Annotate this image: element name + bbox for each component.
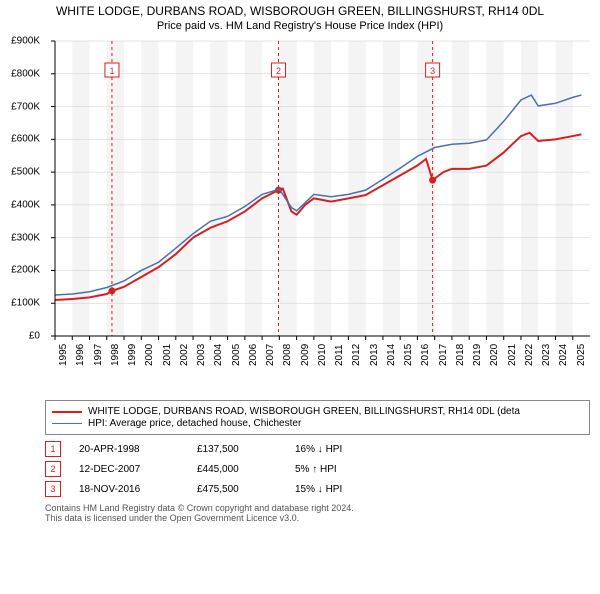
y-tick-label: £900K: [11, 36, 40, 47]
footer: Contains HM Land Registry data © Crown c…: [45, 503, 590, 523]
x-tick-label: 2025: [576, 344, 587, 366]
chart-subtitle: Price paid vs. HM Land Registry's House …: [0, 20, 600, 32]
x-tick-label: 2020: [489, 344, 500, 366]
legend-label-price-paid: WHITE LODGE, DURBANS ROAD, WISBOROUGH GR…: [88, 406, 520, 417]
event-price: £475,500: [197, 484, 277, 495]
event-marker: 2: [45, 461, 61, 477]
x-tick-label: 2003: [196, 344, 207, 366]
x-tick-label: 2018: [455, 344, 466, 366]
event-row: 3 18-NOV-2016 £475,500 15% ↓ HPI: [45, 481, 590, 497]
x-tick-label: 2022: [524, 344, 535, 366]
price-chart: 1 2 3 £0 £100K £200K £300K £400K £500K £600K £700…: [5, 36, 595, 396]
event-delta: 15% ↓ HPI: [295, 484, 395, 495]
chart-svg: 1 2 3: [5, 36, 595, 396]
x-tick-label: 2006: [248, 344, 259, 366]
footer-line-1: Contains HM Land Registry data © Crown c…: [45, 503, 590, 513]
legend-swatch-hpi: [52, 423, 82, 424]
svg-text:2: 2: [276, 66, 281, 76]
y-tick-label: £800K: [11, 68, 40, 79]
chart-title: WHITE LODGE, DURBANS ROAD, WISBOROUGH GR…: [0, 4, 600, 18]
legend-label-hpi: HPI: Average price, detached house, Chic…: [88, 418, 301, 429]
event-price: £445,000: [197, 464, 277, 475]
x-tick-label: 1996: [75, 344, 86, 366]
x-tick-label: 2014: [386, 344, 397, 366]
x-tick-label: 2019: [472, 344, 483, 366]
y-tick-label: £0: [29, 331, 40, 342]
x-tick-label: 2023: [541, 344, 552, 366]
x-tick-label: 2001: [162, 344, 173, 366]
event-list: 1 20-APR-1998 £137,500 16% ↓ HPI 2 12-DEC-200…: [45, 441, 590, 497]
x-tick-label: 2021: [507, 344, 518, 366]
footer-line-2: This data is licensed under the Open Gov…: [45, 513, 590, 523]
y-tick-label: £600K: [11, 134, 40, 145]
event-row: 2 12-DEC-2007 £445,000 5% ↑ HPI: [45, 461, 590, 477]
svg-text:3: 3: [430, 66, 435, 76]
event-date: 20-APR-1998: [79, 444, 179, 455]
legend-item-price-paid: WHITE LODGE, DURBANS ROAD, WISBOROUGH GR…: [52, 406, 583, 417]
event-date: 18-NOV-2016: [79, 484, 179, 495]
x-tick-label: 2015: [403, 344, 414, 366]
x-tick-label: 2013: [369, 344, 380, 366]
y-tick-label: £700K: [11, 101, 40, 112]
x-tick-label: 2009: [300, 344, 311, 366]
x-tick-label: 2005: [231, 344, 242, 366]
x-tick-label: 2004: [213, 344, 224, 366]
event-marker: 1: [45, 441, 61, 457]
y-tick-label: £300K: [11, 232, 40, 243]
x-tick-label: 2000: [144, 344, 155, 366]
event-delta: 5% ↑ HPI: [295, 464, 395, 475]
x-tick-label: 2016: [420, 344, 431, 366]
event-marker: 3: [45, 481, 61, 497]
event-row: 1 20-APR-1998 £137,500 16% ↓ HPI: [45, 441, 590, 457]
y-tick-label: £500K: [11, 167, 40, 178]
x-tick-label: 2024: [558, 344, 569, 366]
x-tick-label: 2017: [438, 344, 449, 366]
x-tick-label: 1998: [110, 344, 121, 366]
x-tick-label: 2008: [282, 344, 293, 366]
event-date: 12-DEC-2007: [79, 464, 179, 475]
legend: WHITE LODGE, DURBANS ROAD, WISBOROUGH GR…: [45, 400, 590, 435]
x-tick-label: 2007: [265, 344, 276, 366]
x-tick-label: 2012: [351, 344, 362, 366]
x-tick-label: 2010: [317, 344, 328, 366]
x-tick-label: 1995: [58, 344, 69, 366]
y-tick-label: £100K: [11, 298, 40, 309]
x-tick-label: 1999: [127, 344, 138, 366]
svg-text:1: 1: [109, 66, 114, 76]
x-tick-label: 2002: [179, 344, 190, 366]
legend-item-hpi: HPI: Average price, detached house, Chic…: [52, 418, 583, 429]
x-tick-label: 1997: [93, 344, 104, 366]
y-tick-label: £200K: [11, 265, 40, 276]
y-tick-label: £400K: [11, 199, 40, 210]
x-tick-label: 2011: [334, 344, 345, 366]
event-delta: 16% ↓ HPI: [295, 444, 395, 455]
legend-swatch-price-paid: [52, 411, 82, 413]
event-price: £137,500: [197, 444, 277, 455]
